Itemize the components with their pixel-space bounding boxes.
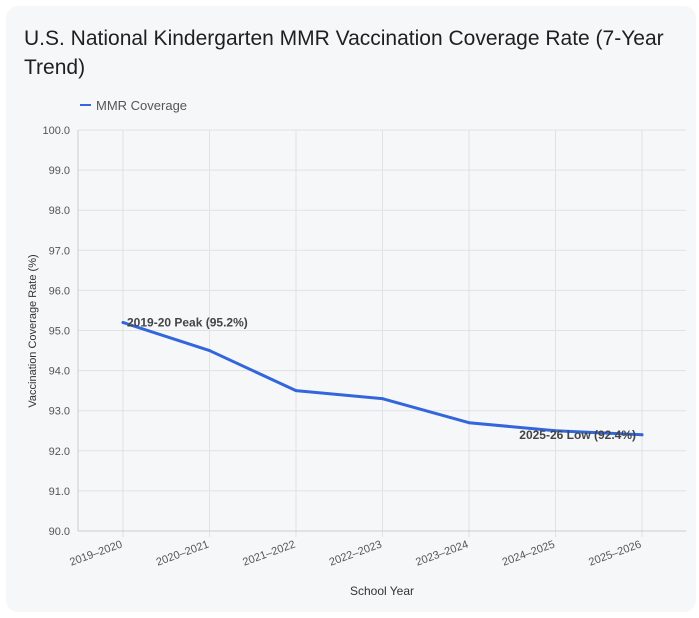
data-point [381, 397, 384, 401]
x-tick-label: 2022–2023 [328, 539, 384, 569]
grid-lines [77, 129, 686, 537]
chart-card: U.S. National Kindergarten MMR Vaccinati… [6, 6, 696, 612]
data-point [208, 349, 211, 353]
chart-title: U.S. National Kindergarten MMR Vaccinati… [24, 27, 664, 79]
y-axis-ticks: 90.0 91.0 92.0 93.0 94.0 95.0 96.0 97.0 98.0 99.0… [42, 125, 70, 538]
y-tick-label: 99.0 [49, 165, 70, 177]
y-tick-label: 98.0 [49, 205, 70, 217]
y-axis-label: Vaccination Coverage Rate (%) [27, 254, 39, 407]
x-tick-label: 2024–2025 [501, 539, 557, 569]
annotations: 2019-20 Peak (95.2%) 2025-26 Low (92.4%) [127, 315, 636, 441]
y-tick-label: 92.0 [49, 446, 70, 458]
x-tick-label: 2019–2020 [68, 539, 124, 569]
y-tick-label: 93.0 [49, 406, 70, 418]
series-layer [121, 320, 644, 437]
data-point [294, 389, 298, 393]
data-point [554, 429, 557, 433]
x-axis-ticks: 2019–2020 2020–2021 2021–2022 2022–2023 2023… [68, 539, 643, 569]
y-tick-label: 95.0 [49, 326, 70, 338]
data-point [467, 421, 471, 425]
legend-label[interactable]: MMR Coverage [96, 98, 187, 113]
legend[interactable]: MMR Coverage [80, 98, 187, 113]
y-tick-label: 97.0 [49, 245, 70, 257]
x-tick-label: 2021–2022 [241, 539, 297, 569]
data-point [121, 320, 125, 324]
x-axis-label: School Year [350, 584, 414, 598]
x-tick-label: 2020–2021 [155, 539, 211, 569]
y-tick-label: 90.0 [49, 526, 70, 538]
y-tick-label: 94.0 [49, 366, 70, 378]
annotation-peak: 2019-20 Peak (95.2%) [127, 315, 248, 329]
x-tick-label: 2025–2026 [587, 539, 643, 569]
annotation-low: 2025-26 Low (92.4%) [519, 428, 636, 442]
data-point [640, 433, 644, 437]
y-tick-label: 96.0 [49, 285, 70, 297]
y-tick-label: 100.0 [42, 125, 70, 137]
x-tick-label: 2023–2024 [414, 539, 470, 569]
y-tick-label: 91.0 [49, 486, 70, 498]
